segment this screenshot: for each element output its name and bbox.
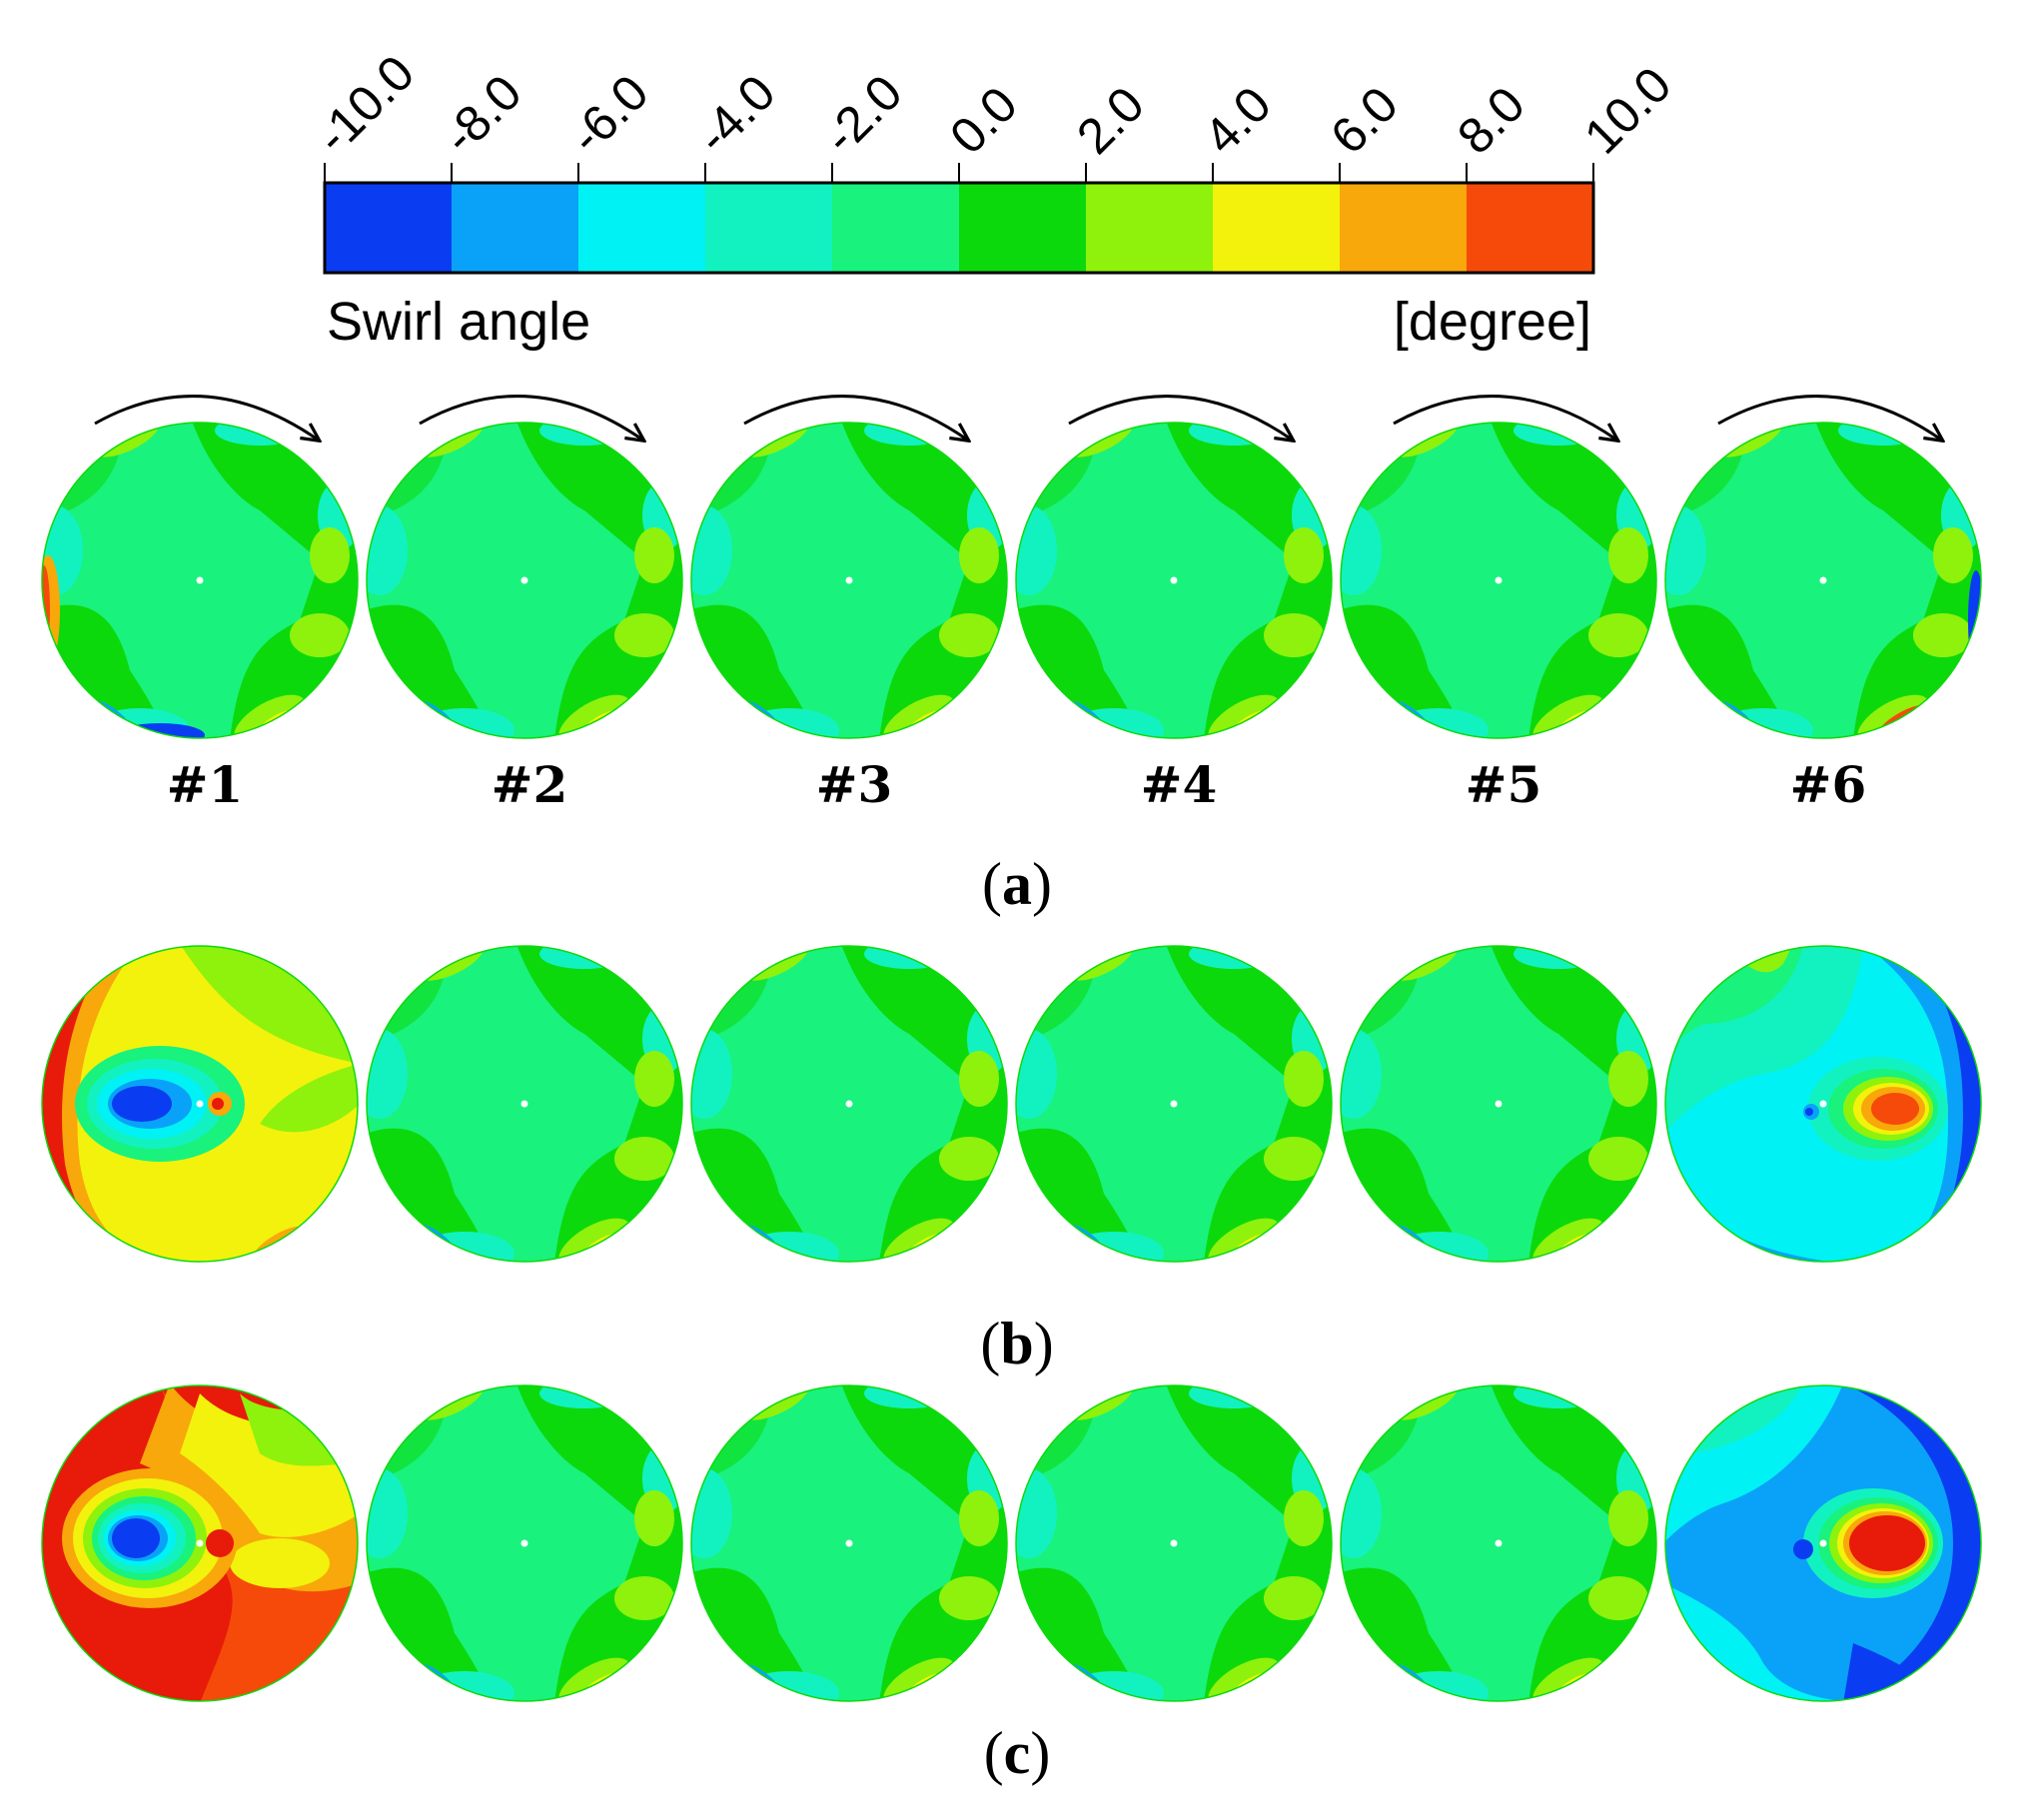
legend-title: Swirl angle [327,292,590,352]
legend-ticks: -10.0 -8.0 -6.0 -4.0 -2.0 0.0 2.0 4.0 6.0 8.0 10.0 [305,45,1682,183]
disk-c-3 [690,1384,1008,1702]
legend-swatch-8 [1213,183,1341,273]
case-label-6: #6 [1790,755,1867,814]
disk-b-6 [1664,945,1982,1263]
legend-tick-label: 6.0 [1320,76,1409,165]
legend-tick-label: 2.0 [1066,76,1155,165]
legend-tick-label: 10.0 [1573,56,1681,164]
case-label-5: #5 [1466,755,1542,814]
disk-c-2 [366,1384,683,1702]
case-label-3: #3 [816,755,893,814]
legend-unit: [degree] [1394,292,1591,352]
disk-b-2 [366,945,683,1263]
legend-swatch-7 [1086,183,1214,273]
disk-c-1 [41,1384,359,1702]
legend-swatch-6 [959,183,1087,273]
legend-swatch-9 [1340,183,1468,273]
swirl-angle-disks [41,422,1982,1702]
disk-a-5 [1340,422,1657,739]
rotation-arrow-4 [1068,395,1292,440]
disk-b-4 [1015,945,1333,1263]
rotation-arrow-5 [1393,395,1616,440]
disk-a-2 [366,422,683,739]
legend-tick-label: 4.0 [1193,76,1282,165]
panel-label-a: (a) [982,851,1052,917]
disk-b-1 [41,945,359,1263]
legend-tick-label: -6.0 [558,64,659,165]
rotation-arrow-2 [419,395,642,440]
case-label-1: #1 [167,755,244,814]
panel-label-b: (b) [980,1311,1053,1376]
legend-swatch-2 [452,183,579,273]
disk-a-3 [690,422,1008,739]
rotation-arrow-6 [1717,395,1941,440]
rotation-arrows [94,395,1941,440]
disk-c-5 [1340,1384,1657,1702]
legend-tick-label: -2.0 [812,64,913,165]
legend-swatch-4 [705,183,833,273]
legend-tick-label: -8.0 [432,64,532,165]
legend-tick-label: 0.0 [939,76,1028,165]
legend-tick-label: -4.0 [685,64,786,165]
legend-swatch-3 [578,183,706,273]
case-label-2: #2 [492,755,568,814]
legend-color-bar [325,183,1594,273]
panel-label-c: (c) [984,1720,1051,1786]
color-legend: -10.0 -8.0 -6.0 -4.0 -2.0 0.0 2.0 4.0 6.0 8.0 10.0… [305,45,1681,352]
disk-a-1 [41,422,359,739]
disk-c-6 [1664,1384,1982,1702]
disk-b-3 [690,945,1008,1263]
disk-c-4 [1015,1384,1333,1702]
disk-a-4 [1015,422,1333,739]
legend-swatch-10 [1467,183,1594,273]
rotation-arrow-1 [94,395,318,440]
legend-tick-label: 8.0 [1447,76,1535,165]
rotation-arrow-3 [743,395,967,440]
legend-swatch-5 [832,183,960,273]
legend-swatch-1 [325,183,453,273]
disk-a-6 [1664,422,1982,739]
legend-tick-label: -10.0 [305,45,425,165]
case-labels: #1 #2 #3 #4 #5 #6 [167,755,1867,814]
case-label-4: #4 [1141,755,1218,814]
disk-b-5 [1340,945,1657,1263]
